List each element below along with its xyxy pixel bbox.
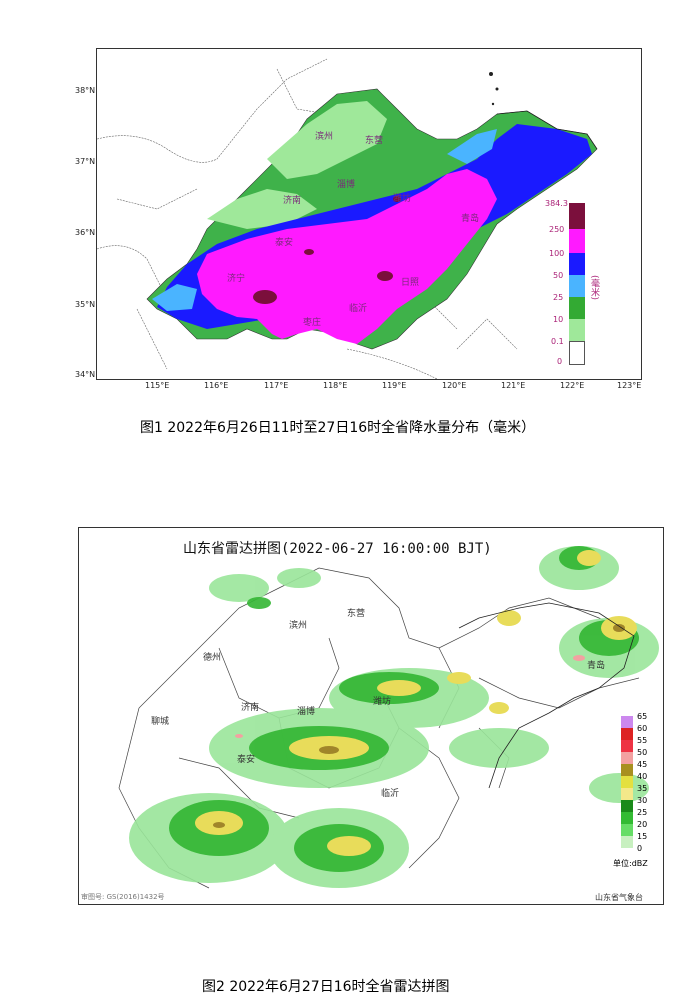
legend-level: 65 <box>637 712 648 721</box>
longitude-label: 119°E <box>382 381 407 390</box>
longitude-label: 116°E <box>204 381 229 390</box>
radar-mosaic-graphic <box>118 546 659 889</box>
longitude-label: 118°E <box>323 381 348 390</box>
legend-level: 0.1 <box>551 337 564 346</box>
figure2-caption: 图2 2022年6月27日16时全省雷达拼图 <box>202 979 450 995</box>
longitude-label: 121°E <box>501 381 526 390</box>
city-label: 枣庄 <box>303 318 322 328</box>
legend-level: 60 <box>637 724 648 733</box>
city-label: 泰安 <box>237 755 256 765</box>
city-label: 济南 <box>283 196 302 206</box>
longitude-label: 122°E <box>560 381 585 390</box>
legend-swatch-5 <box>621 764 633 776</box>
precipitation-map: 384.3 250 100 50 25 10 0.1 0 (毫米) 滨州 东营 … <box>96 48 642 380</box>
legend-level: 100 <box>549 249 565 258</box>
legend-unit: 单位:dBZ <box>613 859 648 868</box>
city-label: 济宁 <box>227 274 246 284</box>
legend-level: 15 <box>637 832 648 841</box>
precipitation-legend: 384.3 250 100 50 25 10 0.1 0 (毫米) <box>545 199 609 366</box>
city-label: 聊城 <box>151 717 170 727</box>
city-label: 滨州 <box>289 621 308 631</box>
city-label: 东营 <box>365 136 384 146</box>
latitude-label: 37°N <box>75 157 96 166</box>
legend-swatch-9 <box>621 812 633 824</box>
legend-level: 50 <box>553 271 564 280</box>
legend-level: 25 <box>637 808 648 817</box>
radar-legend: 65 60 55 50 45 40 35 30 25 20 15 0 单位:dB… <box>613 712 657 868</box>
legend-swatch-3 <box>569 253 585 275</box>
legend-level: 20 <box>637 820 648 829</box>
legend-swatch-3 <box>621 740 633 752</box>
legend-level: 35 <box>637 784 648 793</box>
legend-level: 0 <box>637 844 643 853</box>
legend-swatch-6 <box>621 776 633 788</box>
latitude-label: 34°N <box>75 370 96 379</box>
legend-swatch-2 <box>569 229 585 253</box>
city-label: 淄博 <box>337 180 356 190</box>
longitude-label: 120°E <box>442 381 467 390</box>
city-label: 临沂 <box>381 789 400 799</box>
legend-swatch-4 <box>621 752 633 764</box>
legend-swatch-10 <box>621 824 633 836</box>
legend-max: 384.3 <box>545 199 568 208</box>
latitude-label: 35°N <box>75 300 96 309</box>
legend-swatch-1 <box>621 716 633 728</box>
legend-swatch-8 <box>621 800 633 812</box>
city-label: 济南 <box>241 703 260 713</box>
precipitation-map-graphic <box>97 58 598 379</box>
legend-swatch-2 <box>621 728 633 740</box>
agency-label: 山东省气象台 <box>595 893 643 902</box>
city-label: 潍坊 <box>373 697 392 707</box>
city-label: 东营 <box>347 609 366 619</box>
legend-level: 10 <box>553 315 564 324</box>
city-label: 滨州 <box>315 132 334 142</box>
figure1-caption: 图1 2022年6月26日11时至27日16时全省降水量分布（毫米） <box>140 420 536 436</box>
legend-level: 55 <box>637 736 648 745</box>
legend-swatch-11 <box>621 836 633 848</box>
city-label: 青岛 <box>587 661 606 671</box>
legend-level: 0 <box>557 357 563 366</box>
city-label: 青岛 <box>461 214 480 224</box>
legend-level: 50 <box>637 748 648 757</box>
legend-level: 40 <box>637 772 648 781</box>
city-label: 潍坊 <box>393 194 412 204</box>
legend-swatch-5 <box>569 297 585 319</box>
legend-level: 30 <box>637 796 648 805</box>
legend-swatch-7 <box>621 788 633 800</box>
radar-mosaic-map: 东营 滨州 德州 聊城 济南 淄博 潍坊 泰安 青岛 临沂 65 60 55 5… <box>78 527 664 905</box>
legend-swatch-1 <box>569 203 585 229</box>
legend-level: 250 <box>549 225 565 234</box>
longitude-label: 115°E <box>145 381 170 390</box>
city-label: 日照 <box>401 278 420 288</box>
legend-swatch-4 <box>569 275 585 297</box>
radar-title: 山东省雷达拼图(2022-06-27 16:00:00 BJT) <box>183 541 492 557</box>
city-label: 德州 <box>203 653 222 663</box>
legend-unit: (毫米) <box>589 275 599 301</box>
legend-level: 45 <box>637 760 648 769</box>
latitude-label: 38°N <box>75 86 96 95</box>
city-label: 临沂 <box>349 304 368 314</box>
city-label: 淄博 <box>297 707 316 717</box>
city-label: 泰安 <box>275 238 294 248</box>
map-approval-number: 审图号: GS(2016)1432号 <box>81 893 165 901</box>
legend-level: 25 <box>553 293 564 302</box>
legend-swatch-7 <box>569 341 585 365</box>
longitude-label: 117°E <box>264 381 289 390</box>
legend-swatch-6 <box>569 319 585 341</box>
latitude-label: 36°N <box>75 228 96 237</box>
longitude-label: 123°E <box>617 381 642 390</box>
